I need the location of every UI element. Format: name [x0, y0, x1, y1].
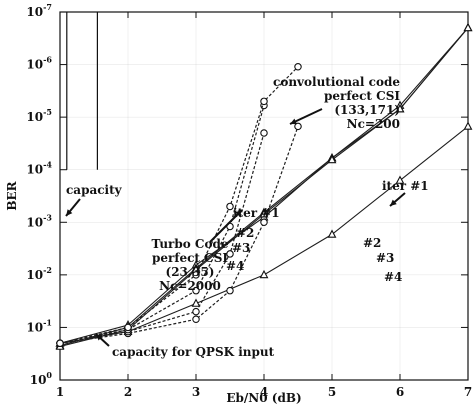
y-tick-base: 10: [26, 163, 43, 177]
capacity-arrow-head: [66, 209, 73, 216]
turbo-circle-marker: [260, 129, 268, 137]
turbo-circle-marker: [260, 97, 268, 106]
annotation-layer: convolutional code perfect CSI (133,171) Nc…: [65, 75, 429, 359]
y-tick-label: 10-3: [26, 212, 52, 229]
turbo-series-line: [59, 132, 265, 344]
turbo-iter2-label: #2: [236, 226, 254, 240]
conv-triangle-marker: [463, 121, 473, 130]
x-tick-label: 5: [328, 385, 336, 399]
conv-triangle-marker: [327, 154, 337, 164]
turbo-circle-marker: [192, 271, 200, 279]
turbo-label-arrow-head: [235, 210, 242, 217]
turbo-circle-marker: [226, 286, 234, 295]
turbo-iter3-label: #3: [232, 241, 250, 255]
x-axis-title: Eb/N0 (dB): [226, 391, 301, 405]
turbo-code-label-line: Turbo Code: [151, 237, 228, 251]
y-tick-label: 10-2: [26, 265, 52, 282]
conv-triangle-marker: [395, 175, 405, 184]
y-tick-exp: -5: [43, 107, 52, 117]
conv-iter1-arrow-head: [390, 199, 397, 206]
conv-triangle-marker: [327, 229, 337, 238]
turbo-circle-marker: [226, 250, 234, 258]
y-axis-title: BER: [5, 180, 19, 210]
axes-layer: 1 2 3 4 5 6 710010-110-210-310-410-510-610-7Eb…: [5, 2, 472, 405]
y-tick-exp: -4: [43, 160, 52, 170]
turbo-circle-marker: [192, 315, 200, 324]
y-tick-base: 10: [26, 268, 43, 282]
x-tick-label: 2: [124, 385, 132, 399]
y-tick-label: 10-7: [26, 2, 52, 19]
y-tick-label: 10-5: [26, 107, 52, 124]
y-tick-exp: 0: [46, 370, 52, 380]
x-tick-label: 6: [396, 385, 404, 399]
turbo-iter1-label: iter #1: [233, 206, 280, 220]
y-tick-label: 10-1: [26, 317, 52, 334]
turbo-code-label-line: perfect CSI: [152, 251, 228, 265]
turbo-series-line: [59, 66, 299, 344]
conv-triangle-marker: [463, 22, 473, 32]
conv-triangle-marker: [259, 209, 269, 218]
turbo-code-label: Turbo Code perfect CSI (23,35) Nc=2000: [151, 237, 228, 293]
turbo-circle-marker: [124, 323, 132, 332]
y-tick-base: 10: [26, 5, 43, 19]
turbo-circle-marker: [294, 62, 302, 71]
conv-triangle-marker: [395, 104, 405, 113]
turbo-circle-marker: [56, 339, 64, 348]
conv-label-arrow-head: [290, 118, 297, 125]
y-tick-exp: -3: [43, 212, 52, 222]
x-tick-label: 7: [464, 385, 472, 399]
y-tick-base: 10: [26, 110, 43, 124]
qpsk-capacity-arrow-head: [96, 334, 103, 341]
turbo-series-line: [59, 126, 299, 344]
y-tick-exp: -6: [43, 55, 52, 65]
turbo-label-arrow: [209, 209, 243, 243]
turbo-circle-marker: [192, 286, 200, 295]
conv-code-label-line: (133,171): [334, 103, 400, 117]
y-tick-exp: -2: [43, 265, 52, 275]
x-tick-label: 4: [260, 385, 268, 399]
conv-code-label-line: perfect CSI: [324, 89, 400, 103]
conv-triangle-marker: [259, 269, 269, 279]
turbo-circle-marker: [294, 122, 302, 131]
y-tick-base: 10: [26, 58, 43, 72]
turbo-code-label-line: (23,35): [166, 265, 215, 279]
y-tick-base: 10: [30, 373, 47, 387]
turbo-series-line: [59, 105, 265, 344]
y-tick-label: 10-6: [26, 55, 52, 72]
conv-code-label-line: Nc=200: [347, 117, 400, 131]
x-tick-label: 3: [192, 385, 200, 399]
conv-code-label: convolutional code perfect CSI (133,171) Nc…: [273, 75, 400, 131]
conv-triangle-marker: [191, 298, 201, 307]
turbo-code-label-line: Nc=2000: [159, 279, 221, 293]
series-layer: [55, 12, 473, 350]
y-tick-label: 10-4: [26, 160, 52, 177]
y-tick-label: 100: [30, 370, 53, 387]
y-tick-exp: -1: [43, 317, 52, 327]
turbo-circle-marker: [192, 307, 200, 316]
conv-iter1-label: iter #1: [382, 179, 429, 193]
qpsk-capacity-label: capacity for QPSK input: [112, 345, 275, 359]
conv-iter3-label: #3: [376, 251, 394, 265]
turbo-iter4-label: #4: [226, 259, 244, 273]
y-tick-base: 10: [26, 320, 43, 334]
conv-code-label-line: convolutional code: [273, 75, 400, 89]
x-tick-label: 1: [56, 385, 64, 399]
conv-iter4-label: #4: [384, 270, 402, 284]
turbo-circle-marker: [260, 218, 268, 227]
turbo-circle-marker: [226, 202, 234, 211]
y-tick-base: 10: [26, 215, 43, 229]
grid-layer: [59, 11, 469, 381]
capacity-label: capacity: [66, 183, 123, 197]
conv-iter2-label: #2: [363, 236, 381, 250]
y-tick-exp: -7: [43, 2, 52, 12]
